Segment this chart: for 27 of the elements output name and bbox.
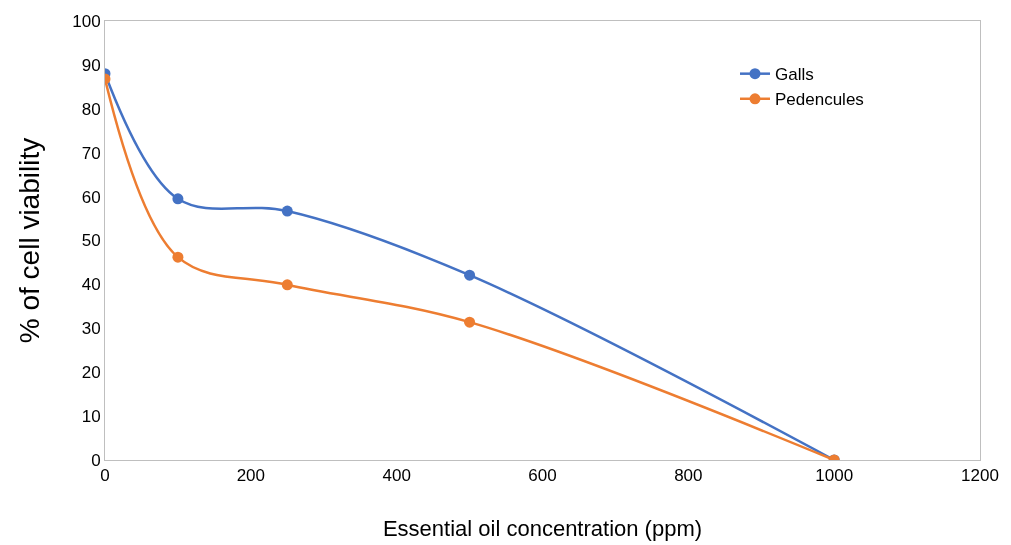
- x-tick-label: 200: [236, 466, 266, 486]
- y-tick-label: 70: [81, 143, 101, 163]
- y-tick-label: 50: [81, 231, 101, 251]
- point: [464, 269, 476, 281]
- point: [281, 205, 293, 217]
- y-tick-label: 0: [91, 450, 101, 470]
- x-tick-label: 1200: [961, 466, 999, 486]
- y-tick-label: 100: [72, 11, 101, 31]
- legend-label: Pedencules: [775, 90, 864, 110]
- x-tick-label: 800: [674, 466, 703, 486]
- y-tick-label: 10: [81, 407, 101, 427]
- y-tick-label: 60: [81, 187, 101, 207]
- y-tick-label: 80: [81, 99, 101, 119]
- x-tick-label: 1000: [815, 466, 854, 486]
- y-tick-label: 90: [81, 55, 101, 75]
- point: [281, 279, 293, 291]
- y-axis-title: % of cell viability: [14, 137, 45, 344]
- x-axis-title: Essential oil concentration (ppm): [382, 516, 703, 541]
- x-tick-label: 600: [528, 466, 557, 486]
- point: [464, 316, 476, 328]
- point: [172, 251, 184, 263]
- y-tick-label: 20: [81, 363, 101, 383]
- y-tick-label: 30: [81, 319, 101, 339]
- legend-label: Galls: [775, 65, 814, 85]
- x-tick-label: 400: [382, 466, 411, 486]
- point: [172, 193, 184, 205]
- y-tick-label: 40: [81, 275, 101, 295]
